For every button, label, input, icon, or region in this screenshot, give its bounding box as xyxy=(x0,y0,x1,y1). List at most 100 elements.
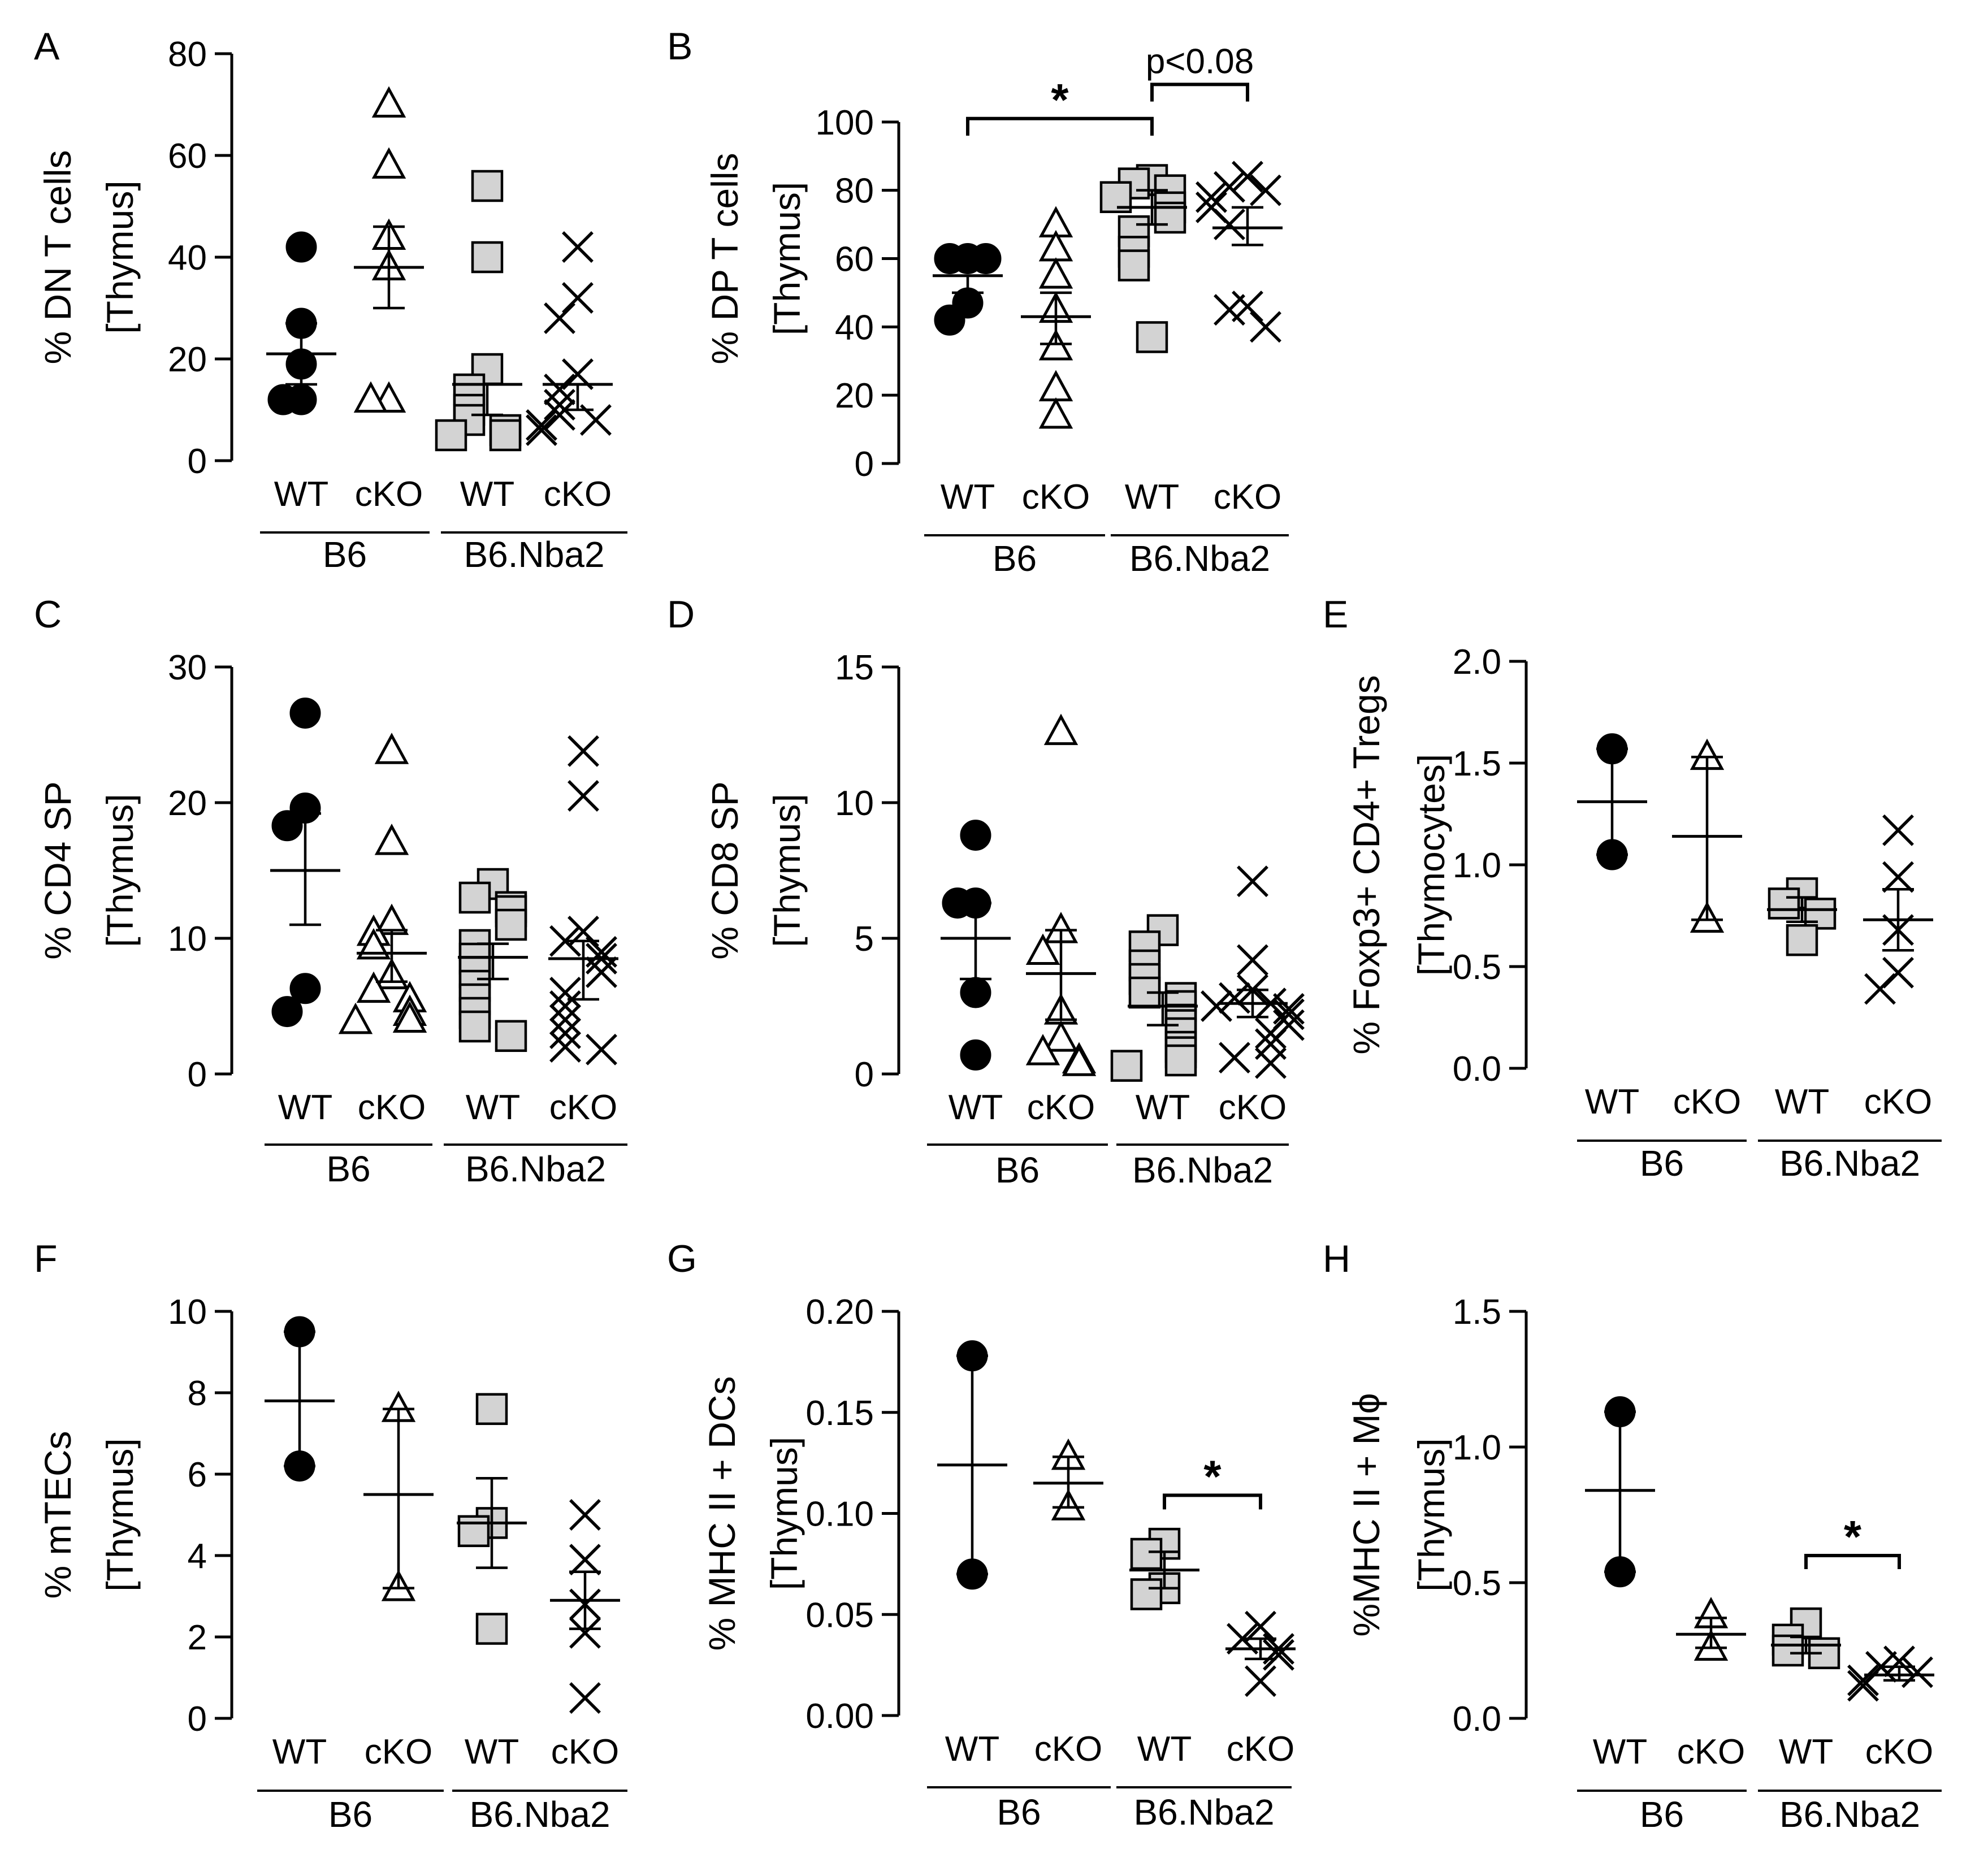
series-circle xyxy=(937,1340,1007,1590)
data-point xyxy=(1062,1045,1097,1076)
series-x xyxy=(548,735,618,1065)
y-tick-label: 0 xyxy=(855,445,874,484)
strain-group-label: B6.Nba2 xyxy=(464,534,604,575)
category-label: WT xyxy=(1136,1088,1190,1127)
data-point xyxy=(353,381,388,413)
series-square xyxy=(1099,164,1187,353)
y-axis-label: % DP T cells xyxy=(704,153,746,364)
data-point xyxy=(1786,924,1818,956)
data-point xyxy=(267,384,299,415)
y-tick-label: 0.0 xyxy=(1453,1700,1501,1739)
y-tick-label: 40 xyxy=(835,308,874,347)
category-label: cKO xyxy=(1864,1082,1933,1121)
data-point xyxy=(1038,397,1073,429)
y-tick-label: 0.05 xyxy=(805,1596,874,1635)
category-label: WT xyxy=(945,1730,999,1769)
data-point xyxy=(1219,1042,1250,1074)
series-square xyxy=(1771,1607,1841,1670)
data-point xyxy=(586,1033,617,1065)
series-triangle xyxy=(1021,206,1091,429)
data-point xyxy=(1130,1578,1163,1610)
data-point xyxy=(489,419,522,452)
series-triangle xyxy=(338,733,427,1034)
category-label: cKO xyxy=(1027,1088,1095,1127)
data-point xyxy=(1043,1020,1079,1052)
data-point xyxy=(374,824,409,855)
series-x xyxy=(526,231,613,446)
data-point xyxy=(356,971,391,1003)
category-label: WT xyxy=(278,1088,332,1127)
y-axis-label: % Foxp3+ CD4+ Tregs xyxy=(1345,675,1387,1054)
strain-group-label: B6 xyxy=(1640,1143,1684,1184)
data-point xyxy=(289,973,321,1004)
y-tick-label: 1.0 xyxy=(1453,846,1501,885)
data-point xyxy=(1768,887,1800,920)
y-axis-label: [Thymus] xyxy=(1410,1438,1452,1591)
category-label: WT xyxy=(1593,1732,1647,1771)
series-triangle xyxy=(1672,738,1742,933)
category-label: cKO xyxy=(1865,1732,1934,1771)
strain-group-label: B6.Nba2 xyxy=(1129,538,1270,579)
significance-label: * xyxy=(1844,1511,1862,1562)
y-tick-label: 2.0 xyxy=(1453,643,1501,682)
category-label: cKO xyxy=(1677,1732,1746,1771)
panel-letter: E xyxy=(1323,593,1348,636)
panel-letter: F xyxy=(34,1237,58,1280)
panel-d: D 0 5 10 15 % CD8 SP [Thymus] WT cKO WT cKO B6 B6.Nb… xyxy=(667,593,1305,1190)
y-tick-label: 60 xyxy=(835,240,874,279)
y-axis-label: % MHC II + DCs xyxy=(701,1376,743,1651)
series-triangle xyxy=(1033,1438,1103,1521)
category-label: WT xyxy=(1779,1732,1833,1771)
data-point xyxy=(1214,171,1245,203)
data-point xyxy=(1864,973,1896,1005)
data-point xyxy=(289,698,321,729)
data-point xyxy=(568,780,599,812)
data-point xyxy=(569,1499,601,1531)
data-point xyxy=(1232,161,1263,193)
series-circle xyxy=(933,243,1003,336)
data-point xyxy=(1902,1656,1933,1688)
data-point xyxy=(1250,174,1281,206)
category-label: cKO xyxy=(1022,478,1090,517)
y-axis-label: [Thymus] xyxy=(766,794,808,947)
data-point xyxy=(549,925,581,957)
y-tick-label: 0.5 xyxy=(1453,948,1501,987)
data-point xyxy=(1883,1645,1915,1678)
y-tick-label: 0.10 xyxy=(805,1495,874,1534)
category-label: WT xyxy=(948,1088,1003,1127)
data-point xyxy=(549,1031,581,1063)
category-label: WT xyxy=(272,1732,327,1771)
y-tick-label: 1.5 xyxy=(1453,1293,1501,1332)
y-tick-label: 80 xyxy=(168,35,207,74)
data-point xyxy=(458,881,491,914)
y-axis-label: [Thymus] xyxy=(99,1438,141,1591)
data-point xyxy=(526,414,557,446)
category-label: WT xyxy=(460,475,514,514)
panel-letter: C xyxy=(34,593,62,636)
y-tick-label: 4 xyxy=(188,1537,207,1576)
category-label: cKO xyxy=(365,1732,433,1771)
significance-bracket xyxy=(1163,1493,1262,1510)
y-axis-label: % CD4 SP xyxy=(37,781,79,959)
category-label: cKO xyxy=(544,475,612,514)
y-tick-label: 10 xyxy=(835,784,874,823)
category-label: WT xyxy=(1137,1730,1192,1769)
data-point xyxy=(1804,898,1837,930)
data-point xyxy=(458,1010,491,1043)
y-axis-label: % CD8 SP xyxy=(704,781,746,959)
data-point xyxy=(1255,1017,1287,1049)
panel-letter: D xyxy=(667,593,695,636)
data-point xyxy=(1130,1537,1163,1570)
y-tick-label: 0 xyxy=(188,1700,207,1739)
category-label: WT xyxy=(1585,1082,1639,1121)
category-label: cKO xyxy=(1214,478,1282,517)
data-point xyxy=(562,282,594,314)
data-point xyxy=(495,908,527,941)
data-point xyxy=(960,820,991,851)
series-x xyxy=(1196,161,1283,343)
category-label: WT xyxy=(1775,1082,1829,1121)
strain-group-label: B6.Nba2 xyxy=(1779,1143,1920,1184)
data-point xyxy=(1250,311,1281,343)
data-point xyxy=(544,374,575,405)
data-point xyxy=(1164,1044,1197,1077)
